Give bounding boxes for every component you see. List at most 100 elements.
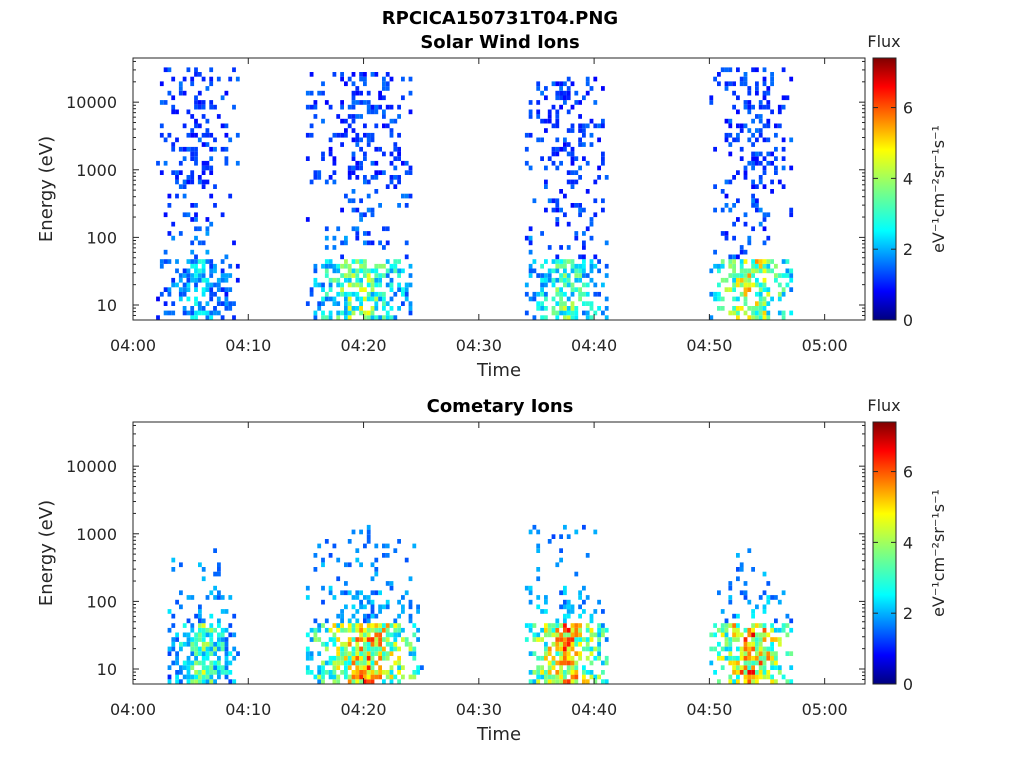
- flux-cell: [366, 655, 371, 661]
- flux-cell: [736, 646, 740, 652]
- flux-cell: [179, 604, 183, 610]
- flux-cell: [332, 679, 337, 684]
- flux-cell: [589, 118, 594, 124]
- flux-cell: [175, 109, 179, 115]
- flux-cell: [755, 291, 759, 297]
- flux-cell: [747, 273, 752, 278]
- flux-cell: [344, 291, 348, 297]
- flux-cell: [197, 90, 202, 96]
- flux-cell: [359, 137, 363, 143]
- flux-cell: [743, 100, 748, 105]
- flux-cell: [366, 524, 371, 530]
- flux-cell: [528, 268, 533, 274]
- flux-cell: [781, 165, 786, 171]
- flux-cell: [720, 207, 725, 213]
- flux-cell: [389, 132, 394, 138]
- flux-cell: [355, 651, 360, 656]
- flux-cell: [313, 674, 318, 680]
- flux-cell: [213, 104, 217, 110]
- flux-cell: [589, 674, 594, 680]
- flux-cell: [355, 175, 360, 180]
- flux-cell: [717, 296, 721, 302]
- flux-cell: [201, 76, 206, 82]
- flux-cell: [370, 641, 375, 647]
- flux-cell: [366, 618, 371, 624]
- flux-cell: [551, 306, 556, 311]
- flux-cell: [563, 95, 567, 101]
- flux-cell: [601, 160, 605, 166]
- flux-cell: [209, 259, 214, 264]
- flux-cell: [717, 81, 721, 87]
- flux-cell: [724, 287, 729, 292]
- flux-cell: [747, 268, 752, 274]
- flux-cell: [205, 301, 210, 306]
- flux-cell: [344, 670, 348, 675]
- flux-cell: [389, 175, 394, 180]
- flux-cell: [182, 90, 187, 96]
- flux-cell: [601, 156, 605, 161]
- flux-cell: [332, 235, 337, 241]
- flux-cell: [355, 595, 360, 600]
- flux-cell: [766, 104, 771, 110]
- flux-cell: [762, 212, 767, 218]
- flux-cell: [366, 273, 371, 278]
- flux-cell: [709, 646, 714, 652]
- flux-cell: [597, 623, 601, 628]
- flux-cell: [382, 301, 386, 306]
- flux-cell: [604, 306, 609, 311]
- flux-cell: [762, 282, 767, 288]
- flux-cell: [340, 623, 344, 628]
- flux-cell: [167, 67, 172, 73]
- flux-cell: [713, 632, 717, 638]
- flux-cell: [743, 277, 748, 283]
- flux-cell: [555, 207, 560, 213]
- flux-cell: [758, 651, 763, 656]
- flux-cell: [736, 637, 740, 642]
- flux-cell: [559, 534, 563, 539]
- flux-cell: [566, 632, 571, 638]
- flux-cell: [544, 184, 548, 189]
- flux-cell: [363, 273, 367, 278]
- flux-cell: [762, 623, 767, 628]
- flux-cell: [747, 632, 752, 638]
- flux-cell: [370, 104, 375, 110]
- flux-cell: [777, 665, 782, 670]
- flux-cell: [182, 179, 187, 185]
- flux-cell: [555, 165, 560, 171]
- flux-cell: [378, 590, 382, 596]
- flux-cell: [190, 277, 195, 283]
- flux-cell: [555, 679, 560, 684]
- flux-cell: [555, 114, 560, 119]
- flux-cell: [336, 301, 341, 306]
- flux-cell: [766, 151, 771, 157]
- flux-cell: [747, 287, 752, 292]
- flux-cell: [758, 655, 763, 661]
- flux-cell: [159, 259, 164, 264]
- flux-cell: [163, 310, 168, 316]
- flux-cell: [205, 165, 210, 171]
- flux-cell: [566, 651, 571, 656]
- flux-cell: [585, 595, 590, 600]
- flux-cell: [544, 282, 548, 288]
- flux-cell: [209, 221, 214, 227]
- flux-cell: [770, 641, 774, 647]
- flux-cell: [347, 263, 352, 269]
- flux-cell: [758, 282, 763, 288]
- flux-cell: [198, 618, 202, 624]
- flux-cell: [378, 296, 382, 302]
- flux-cell: [720, 632, 725, 638]
- flux-cell: [194, 679, 198, 684]
- flux-cell: [574, 674, 579, 680]
- flux-cell: [732, 268, 736, 274]
- flux-cell: [347, 268, 352, 274]
- flux-cell: [597, 123, 601, 129]
- flux-cell: [555, 123, 560, 129]
- flux-cell: [201, 263, 206, 269]
- flux-cell: [228, 306, 233, 311]
- flux-cell: [747, 599, 752, 605]
- flux-cell: [774, 627, 778, 633]
- flux-cell: [194, 301, 198, 306]
- flux-cell: [755, 137, 759, 143]
- flux-cell: [317, 674, 322, 680]
